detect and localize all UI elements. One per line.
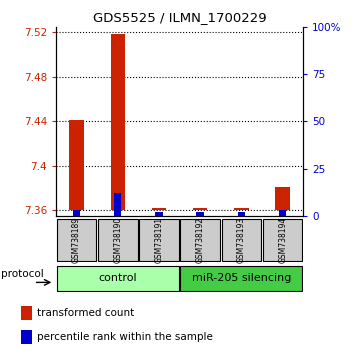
Text: GSM738190: GSM738190 (113, 217, 122, 263)
Bar (57, 266, 179, 291)
Bar (263, 218, 303, 261)
Text: GSM738194: GSM738194 (278, 217, 287, 263)
Text: transformed count: transformed count (37, 308, 134, 318)
Bar (73, 210, 80, 216)
Text: GSM738191: GSM738191 (155, 217, 164, 263)
Bar (139, 218, 179, 261)
Bar (57, 218, 96, 261)
Text: miR-205 silencing: miR-205 silencing (192, 273, 291, 283)
Bar (180, 266, 303, 291)
Title: GDS5525 / ILMN_1700229: GDS5525 / ILMN_1700229 (93, 11, 266, 24)
Bar (114, 193, 122, 216)
Text: control: control (99, 273, 137, 283)
Bar (98, 218, 138, 261)
Bar (69, 120, 84, 210)
Bar (193, 208, 208, 210)
Bar (155, 212, 163, 216)
Text: GSM738189: GSM738189 (72, 217, 81, 263)
Bar (222, 218, 261, 261)
Bar (21, 330, 32, 344)
Text: GSM738193: GSM738193 (237, 217, 246, 263)
Text: percentile rank within the sample: percentile rank within the sample (37, 332, 213, 342)
Bar (275, 187, 290, 210)
Bar (238, 212, 245, 216)
Bar (279, 210, 286, 216)
Bar (21, 306, 32, 320)
Bar (152, 208, 166, 210)
Text: GSM738192: GSM738192 (196, 217, 205, 263)
Text: protocol: protocol (1, 269, 44, 279)
Bar (180, 218, 220, 261)
Bar (110, 34, 125, 210)
Bar (196, 212, 204, 216)
Bar (234, 208, 249, 210)
